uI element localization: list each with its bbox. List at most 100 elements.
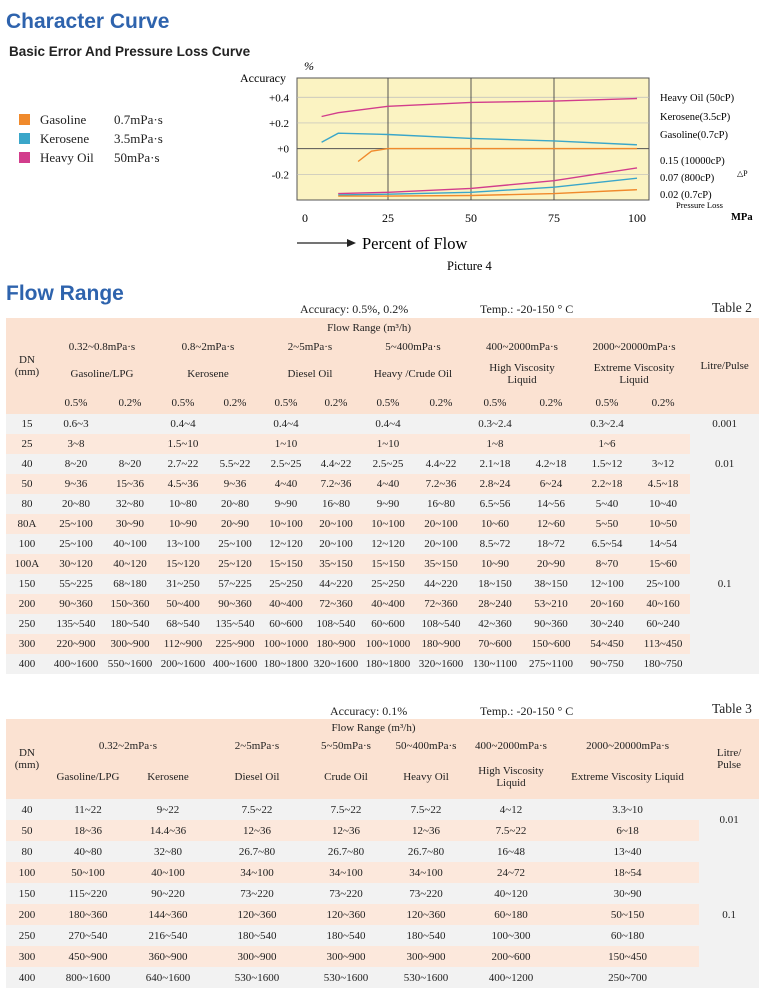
flow-range-cell: 60~600: [360, 614, 416, 634]
flow-range-cell: 320~1600: [312, 654, 360, 674]
flow-range-cell: 9~90: [260, 494, 312, 514]
flow-range-cell: 8.5~72: [466, 534, 524, 554]
flow-range-cell: 60~240: [636, 614, 691, 634]
flow-range-cell: 25~100: [48, 514, 104, 534]
medium-header: Kerosene: [147, 771, 189, 783]
viscosity-header: 2000~20000mPa·s: [592, 340, 676, 353]
flow-range-cell: 1~6: [578, 434, 636, 454]
flow-range-cell: 400~1200: [466, 967, 556, 988]
flow-range-cell: 144~360: [128, 904, 208, 925]
flow-range-cell: 50~400: [156, 594, 210, 614]
flow-range-cell: 12~36: [386, 820, 466, 841]
flow-range-cell: 150~450: [556, 946, 700, 967]
viscosity-header: 2~5mPa·s: [234, 740, 280, 752]
flow-range-cell: 16~48: [466, 841, 556, 862]
series-line-2: [357, 147, 637, 163]
character-curve-chart: Accuracy % +0.4 +0.2 +0 -0.2 0 25 50 75 100 Hea…: [240, 59, 753, 273]
flow-range-table-2: DN (mm) Flow Range (m³/h) Litre/Pulse 0.…: [6, 318, 760, 674]
flow-range-cell: 72~360: [416, 594, 466, 614]
dn-cell: 200: [6, 904, 48, 925]
flow-range-cell: 24~72: [466, 862, 556, 883]
legend-item-kerosene: Kerosene 3.5mPa·s: [19, 129, 163, 148]
flow-range-cell: 30~240: [578, 614, 636, 634]
legend-swatch: [19, 114, 30, 125]
flow-range-cell: 2.2~18: [578, 474, 636, 494]
flow-range-cell: 2.8~24: [466, 474, 524, 494]
table3-temp: Temp.: -20-150 ° C: [480, 704, 574, 718]
flow-range-cell: [524, 414, 578, 434]
flow-range-cell: 40~100: [104, 534, 156, 554]
flow-range-cell: [312, 434, 360, 454]
flow-range-cell: 73~220: [386, 883, 466, 904]
medium-header: Gasoline/LPG: [70, 368, 134, 380]
label-gasoline: Gasoline(0.7cP): [660, 130, 728, 141]
flow-range-cell: 90~360: [524, 614, 578, 634]
dn-cell: 25: [6, 434, 48, 454]
flow-range-cell: [312, 414, 360, 434]
flow-range-cell: 4.5~36: [156, 474, 210, 494]
dn-cell: 40: [6, 799, 48, 820]
flow-range-cell: 300~900: [306, 946, 386, 967]
flow-range-cell: 530~1600: [306, 967, 386, 988]
flow-range-cell: 16~80: [416, 494, 466, 514]
flow-range-cell: 15~60: [636, 554, 691, 574]
flow-range-cell: 20~80: [48, 494, 104, 514]
flow-range-cell: [104, 414, 156, 434]
table2-litre-pulse-header: Litre/Pulse: [700, 360, 749, 372]
flow-range-cell: 7.2~36: [312, 474, 360, 494]
flow-range-cell: 15~150: [260, 554, 312, 574]
table-row: 300 220~900 300~900 112~900 225~900 100~1000 1…: [6, 634, 759, 654]
flow-range-cell: 13~40: [556, 841, 700, 862]
flow-range-cell: 6.5~54: [578, 534, 636, 554]
table-row: 40 11~22 9~22 7.5~22 7.5~22 7.5~22 4~12 3.3~10 0…: [6, 799, 760, 841]
flow-range-cell: [210, 414, 260, 434]
dn-cell: 300: [6, 946, 48, 967]
y-axis-label: Accuracy: [240, 71, 286, 85]
flow-range-cell: 9~90: [360, 494, 416, 514]
flow-range-cell: 90~220: [128, 883, 208, 904]
y-axis-unit: %: [304, 59, 314, 73]
table-row: 50 18~36 14.4~36 12~36 12~36 12~36 7.5~22 6~18: [6, 820, 759, 841]
flow-range-cell: 3~8: [48, 434, 104, 454]
flow-range-cell: 25~100: [48, 534, 104, 554]
flow-range-cell: 12~100: [578, 574, 636, 594]
flow-range-cell: 25~100: [210, 534, 260, 554]
flow-range-cell: 6~18: [556, 820, 700, 841]
dn-cell: 100: [6, 534, 48, 554]
medium-header: High Viscosity Liquid: [489, 362, 555, 386]
flow-range-cell: 150~360: [104, 594, 156, 614]
table2-accuracy: Accuracy: 0.5%, 0.2%: [300, 302, 409, 316]
x-axis-label: Percent of Flow: [362, 234, 467, 253]
curves: [321, 97, 638, 197]
flow-range-cell: 180~1800: [360, 654, 416, 674]
flow-range-cell: 0.4~4: [156, 414, 210, 434]
flow-range-cell: 15~120: [156, 554, 210, 574]
flow-range-cell: 5~40: [578, 494, 636, 514]
flow-range-cell: 4.5~18: [636, 474, 691, 494]
flow-range-cell: 30~90: [104, 514, 156, 534]
legend-item-heavy-oil: Heavy Oil 50mPa·s: [19, 148, 163, 167]
legend-name: Heavy Oil: [40, 149, 94, 165]
flow-range-cell: 10~100: [360, 514, 416, 534]
flow-range-cell: 2.5~25: [360, 454, 416, 474]
flow-range-cell: 14.4~36: [128, 820, 208, 841]
flow-range-cell: 0.3~2.4: [578, 414, 636, 434]
flow-range-cell: 9~36: [210, 474, 260, 494]
x-tick-labels: 0 25 50 75 100: [302, 211, 646, 225]
flow-range-cell: 90~750: [578, 654, 636, 674]
table3-flow-range-header: Flow Range (m³/h): [331, 722, 416, 734]
flow-range-cell: 40~120: [466, 883, 556, 904]
flow-range-cell: 300~900: [208, 946, 306, 967]
flow-range-cell: 40~400: [360, 594, 416, 614]
flow-range-cell: 10~90: [466, 554, 524, 574]
flow-range-cell: 300~900: [386, 946, 466, 967]
dn-cell: 100: [6, 862, 48, 883]
flow-range-cell: 40~100: [128, 862, 208, 883]
label-pressure-low: 0.02 (0.7cP): [660, 190, 712, 201]
accuracy-header: 0.2%: [539, 397, 563, 409]
legend-item-gasoline: Gasoline 0.7mPa·s: [19, 110, 163, 129]
table2-dn-header: DN (mm): [14, 354, 40, 378]
flow-range-cell: 180~750: [636, 654, 691, 674]
flow-range-cell: 9~22: [128, 799, 208, 820]
flow-range-cell: 90~360: [48, 594, 104, 614]
